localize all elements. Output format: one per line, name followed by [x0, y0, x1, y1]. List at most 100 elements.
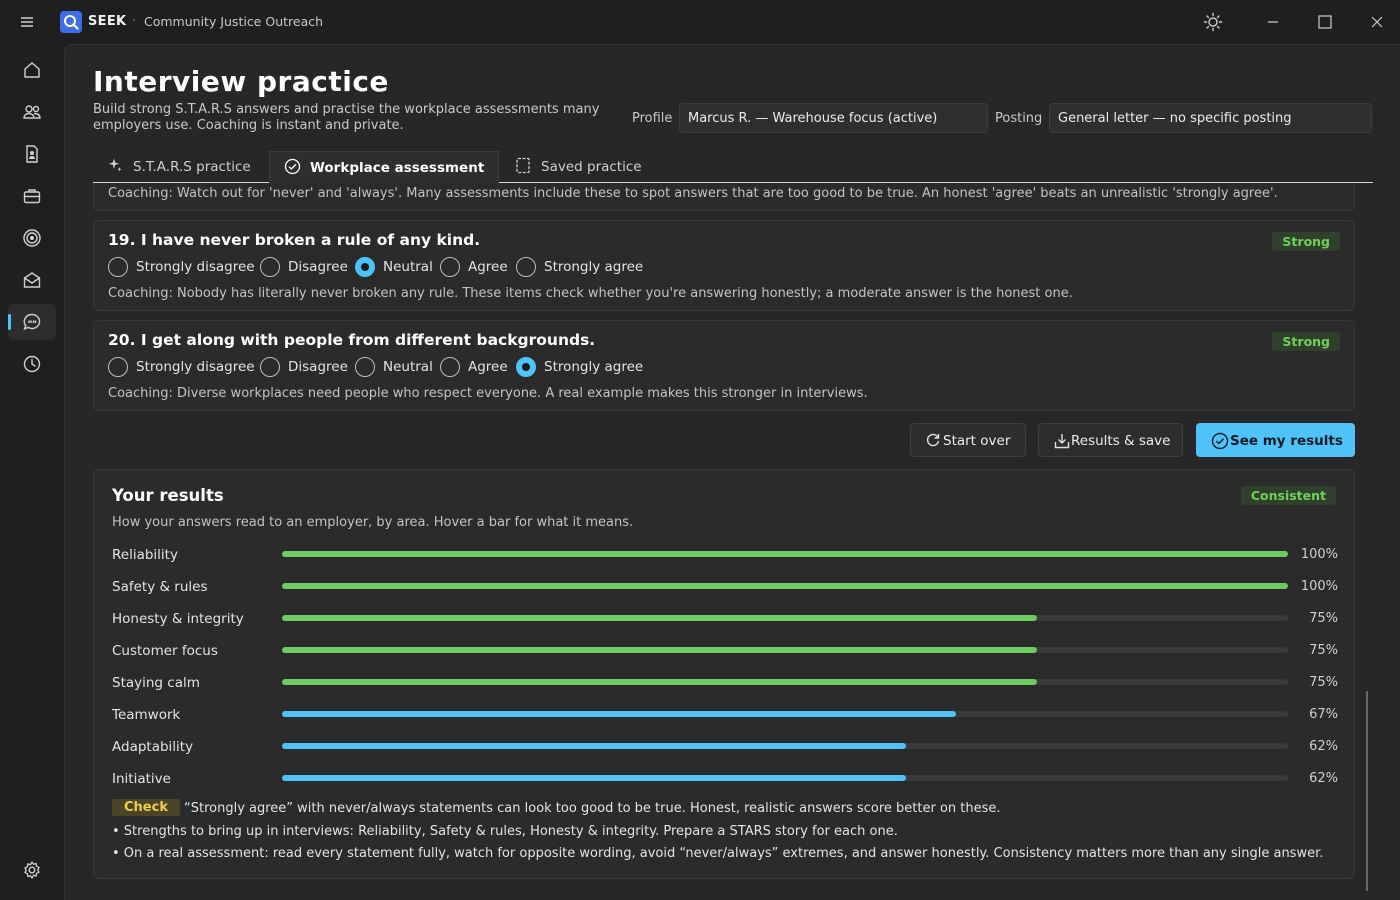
result-bar-track[interactable]	[282, 679, 1288, 685]
strength-badge: Strong	[1272, 232, 1340, 251]
result-row[interactable]: Honesty & integrity 75%	[112, 609, 1338, 629]
nav-settings[interactable]	[8, 852, 56, 888]
organization-name: Community Justice Outreach	[144, 14, 324, 29]
close-icon[interactable]	[1366, 11, 1388, 33]
result-percent: 100%	[1300, 547, 1338, 562]
result-bar-fill	[282, 615, 1037, 621]
coaching-text: Coaching: Nobody has literally never bro…	[108, 286, 1073, 301]
result-percent: 67%	[1309, 707, 1338, 722]
nav-home[interactable]	[8, 52, 56, 88]
result-bar-track[interactable]	[282, 743, 1288, 749]
posting-select[interactable]: General letter — no specific posting	[1049, 103, 1372, 133]
nav-history[interactable]	[8, 346, 56, 382]
posting-label: Posting	[995, 111, 1043, 126]
nav-people[interactable]	[8, 94, 56, 130]
radio-button[interactable]	[260, 357, 280, 377]
radio-button[interactable]	[440, 357, 460, 377]
profile-select[interactable]: Marcus R. — Warehouse focus (active)	[679, 103, 988, 133]
target-icon	[23, 229, 41, 247]
result-row[interactable]: Initiative 62%	[112, 769, 1338, 789]
maximize-icon[interactable]	[1314, 11, 1336, 33]
result-area-name: Staying calm	[112, 675, 200, 691]
coaching-text: Coaching: Diverse workplaces need people…	[108, 386, 868, 401]
result-bar-track[interactable]	[282, 647, 1288, 653]
start-over-button[interactable]: Start over	[910, 423, 1026, 457]
result-area-name: Initiative	[112, 771, 171, 787]
result-row[interactable]: Teamwork 67%	[112, 705, 1338, 725]
result-bar-fill	[282, 583, 1288, 589]
main-panel: Interview practice Build strong S.T.A.R.…	[64, 44, 1400, 900]
result-percent: 100%	[1300, 579, 1338, 594]
result-row[interactable]: Customer focus 75%	[112, 641, 1338, 661]
radio-button[interactable]	[260, 257, 280, 277]
results-card: Your results Consistent How your answers…	[93, 469, 1355, 879]
result-bar-track[interactable]	[282, 711, 1288, 717]
consistency-badge: Consistent	[1240, 486, 1336, 505]
radio-button[interactable]	[440, 257, 460, 277]
nav-jobs[interactable]	[8, 178, 56, 214]
theme-toggle-icon[interactable]	[1202, 11, 1224, 33]
title-bar: SEEK · Community Justice Outreach	[0, 0, 1400, 44]
radio-button[interactable]	[355, 357, 375, 377]
check-note: “Strongly agree” with never/always state…	[184, 801, 1001, 816]
check-circle-icon	[1211, 432, 1229, 454]
results-title: Your results	[112, 486, 224, 505]
result-bar-track[interactable]	[282, 551, 1288, 557]
profile-label: Profile	[632, 111, 673, 126]
tab-label: S.T.A.R.S practice	[133, 159, 251, 175]
result-area-name: Safety & rules	[112, 579, 208, 595]
result-row[interactable]: Safety & rules 100%	[112, 577, 1338, 597]
radio-button[interactable]	[108, 357, 128, 377]
bookmark-icon	[515, 157, 531, 178]
scrollbar[interactable]	[1366, 691, 1368, 891]
menu-icon[interactable]	[18, 13, 36, 31]
tab-workplace-assessment[interactable]: Workplace assessment	[269, 151, 499, 183]
tab-bar: S.T.A.R.S practice Workplace assessment …	[93, 151, 1373, 183]
radio-button-selected[interactable]	[516, 357, 536, 377]
result-bar-track[interactable]	[282, 615, 1288, 621]
question-title: 19. I have never broken a rule of any ki…	[108, 231, 481, 249]
history-icon	[23, 355, 41, 373]
question-card-19: 19. I have never broken a rule of any ki…	[93, 220, 1355, 311]
nav-documents[interactable]	[8, 136, 56, 172]
radio-button[interactable]	[108, 257, 128, 277]
result-percent: 75%	[1309, 643, 1338, 658]
result-area-name: Customer focus	[112, 643, 218, 659]
nav-inbox[interactable]	[8, 262, 56, 298]
chat-icon	[23, 313, 41, 331]
settings-icon	[24, 861, 40, 879]
sparkle-icon	[107, 157, 123, 177]
assessment-tip: • On a real assessment: read every state…	[112, 846, 1324, 861]
download-icon	[1053, 432, 1071, 454]
result-area-name: Reliability	[112, 547, 178, 563]
radio-button-selected[interactable]	[355, 257, 375, 277]
result-row[interactable]: Reliability 100%	[112, 545, 1338, 565]
tab-label: Workplace assessment	[310, 160, 485, 176]
tab-label: Saved practice	[541, 159, 642, 175]
radio-button[interactable]	[516, 257, 536, 277]
title-separator: ·	[132, 13, 136, 27]
document-icon	[26, 145, 38, 163]
inbox-icon	[23, 272, 41, 288]
question-card-20: 20. I get along with people from differe…	[93, 320, 1355, 411]
seek-logo-icon	[60, 11, 82, 33]
nav-interview-practice[interactable]	[8, 304, 56, 340]
see-results-button[interactable]: See my results	[1196, 423, 1355, 457]
app-name: SEEK	[88, 14, 127, 29]
result-row[interactable]: Staying calm 75%	[112, 673, 1338, 693]
question-title: 20. I get along with people from differe…	[108, 331, 596, 349]
nav-goals[interactable]	[8, 220, 56, 256]
result-area-name: Honesty & integrity	[112, 611, 244, 627]
result-bar-fill	[282, 775, 906, 781]
result-bar-track[interactable]	[282, 583, 1288, 589]
tab-saved-practice[interactable]: Saved practice	[499, 151, 679, 183]
tab-stars-practice[interactable]: S.T.A.R.S practice	[93, 151, 269, 183]
coaching-text: Coaching: Watch out for 'never' and 'alw…	[108, 186, 1278, 201]
result-row[interactable]: Adaptability 62%	[112, 737, 1338, 757]
result-area-name: Adaptability	[112, 739, 194, 755]
result-bar-fill	[282, 679, 1037, 685]
minimize-icon[interactable]	[1262, 11, 1284, 33]
result-bar-track[interactable]	[282, 775, 1288, 781]
results-save-button[interactable]: Results & save	[1038, 423, 1183, 457]
result-percent: 62%	[1309, 739, 1338, 754]
